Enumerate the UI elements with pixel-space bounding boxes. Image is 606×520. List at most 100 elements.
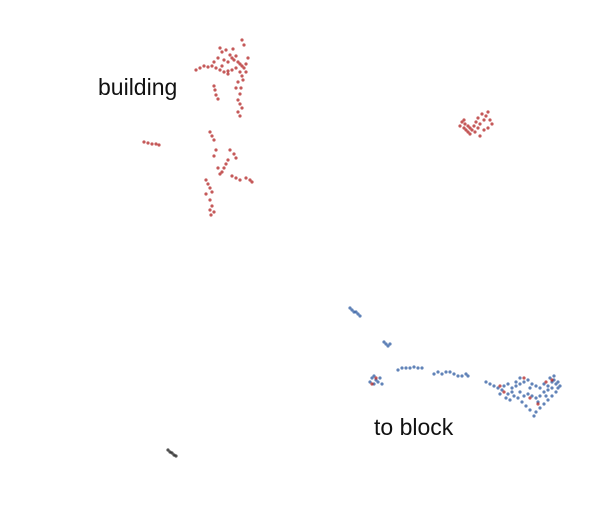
data-point xyxy=(530,394,534,398)
data-point xyxy=(222,166,226,170)
data-point xyxy=(460,120,464,124)
data-point xyxy=(452,372,456,376)
data-point xyxy=(204,192,208,196)
data-point xyxy=(463,122,467,126)
data-point xyxy=(476,116,480,120)
data-point xyxy=(550,378,554,382)
data-point xyxy=(212,60,216,64)
data-point xyxy=(508,398,512,402)
data-point xyxy=(486,110,490,114)
data-point xyxy=(548,376,552,380)
data-point xyxy=(370,376,374,380)
data-point xyxy=(230,174,234,178)
data-point xyxy=(212,84,216,88)
data-point xyxy=(242,43,246,47)
data-point xyxy=(456,374,460,378)
data-point xyxy=(204,178,208,182)
data-point xyxy=(473,130,477,134)
data-point xyxy=(368,380,372,384)
data-point xyxy=(514,384,518,388)
data-point xyxy=(234,54,238,58)
data-point xyxy=(512,394,516,398)
data-point xyxy=(150,142,154,146)
data-point xyxy=(212,138,216,142)
data-point xyxy=(510,386,514,390)
data-point xyxy=(226,72,230,76)
data-point xyxy=(484,380,488,384)
data-point xyxy=(210,134,214,138)
data-point xyxy=(238,102,242,106)
data-point xyxy=(432,372,436,376)
data-point xyxy=(520,400,524,404)
data-point xyxy=(534,410,538,414)
data-point xyxy=(546,398,550,402)
data-point xyxy=(208,130,212,134)
data-point xyxy=(546,384,550,388)
data-point xyxy=(214,93,218,97)
data-point xyxy=(232,152,236,156)
data-point xyxy=(518,376,522,380)
data-point xyxy=(544,394,548,398)
data-point xyxy=(490,122,494,126)
data-point xyxy=(524,404,528,408)
data-point xyxy=(220,50,224,54)
data-point xyxy=(230,56,234,60)
data-point xyxy=(166,448,170,452)
data-point xyxy=(556,386,560,390)
data-point xyxy=(226,60,230,64)
data-point xyxy=(218,68,222,72)
data-point xyxy=(542,382,546,386)
data-point xyxy=(440,372,444,376)
data-point xyxy=(448,370,452,374)
data-point xyxy=(154,142,158,146)
data-point xyxy=(350,308,354,312)
data-point xyxy=(558,384,562,388)
data-point xyxy=(502,384,506,388)
data-point xyxy=(372,374,376,378)
data-point xyxy=(416,366,420,370)
data-point xyxy=(504,396,508,400)
data-point xyxy=(470,128,474,132)
data-point xyxy=(462,126,466,130)
data-point xyxy=(380,382,384,386)
data-point xyxy=(522,376,526,380)
data-point xyxy=(238,70,242,74)
data-point xyxy=(496,386,500,390)
data-point xyxy=(538,394,542,398)
data-point xyxy=(239,86,243,90)
data-point xyxy=(228,148,232,152)
data-point xyxy=(241,78,245,82)
data-point xyxy=(534,384,538,388)
data-point xyxy=(510,390,514,394)
data-point xyxy=(476,126,480,130)
data-point xyxy=(474,120,478,124)
cluster-label: to block xyxy=(374,414,454,440)
data-point xyxy=(538,386,542,390)
data-point xyxy=(556,380,560,384)
data-point xyxy=(420,366,424,370)
data-point xyxy=(404,366,408,370)
data-point xyxy=(388,342,392,346)
data-point xyxy=(224,162,228,166)
data-point xyxy=(498,384,502,388)
data-point xyxy=(514,380,518,384)
data-point xyxy=(210,204,214,208)
data-point xyxy=(236,110,240,114)
data-point xyxy=(218,172,222,176)
data-point xyxy=(400,366,404,370)
data-point xyxy=(208,208,212,212)
data-point xyxy=(238,114,242,118)
data-point xyxy=(516,396,520,400)
data-point xyxy=(532,414,536,418)
data-point xyxy=(354,310,358,314)
data-point xyxy=(244,70,248,74)
data-point xyxy=(216,97,220,101)
data-point xyxy=(240,64,244,68)
data-point xyxy=(216,166,220,170)
data-point xyxy=(370,382,374,386)
data-point xyxy=(238,62,242,66)
data-point xyxy=(214,66,218,70)
data-point xyxy=(544,380,548,384)
data-point xyxy=(482,128,486,132)
data-point xyxy=(240,106,244,110)
